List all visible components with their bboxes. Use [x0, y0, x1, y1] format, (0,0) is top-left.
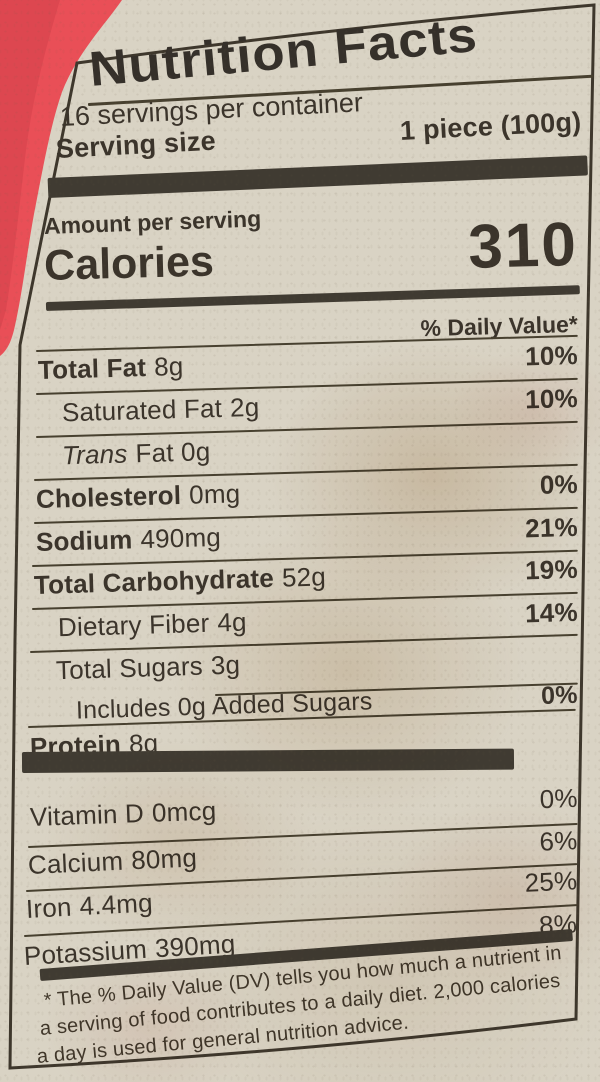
nutrient-amount: 8g — [153, 350, 184, 382]
calories-label: Calories — [43, 237, 215, 290]
nutrient-amount: 2g — [229, 391, 260, 423]
nutrient-name: Dietary Fiber — [57, 607, 210, 643]
nutrient-amount: 52g — [281, 561, 327, 593]
nutrient-dv: 25% — [523, 865, 579, 898]
nutrient-name: Includes 0g Added Sugars — [75, 687, 373, 725]
nutrient-dv: 14% — [524, 596, 579, 629]
separator-bar-calories — [45, 285, 580, 311]
calories-row: Calories 310 — [43, 210, 579, 290]
nutrient-amount: 80mg — [130, 842, 198, 876]
nutrient-name: Calcium — [27, 845, 124, 880]
nutrient-name: Trans — [61, 438, 128, 471]
nutrient-amount: 4g — [216, 606, 248, 638]
nutrient-dv: 21% — [524, 511, 579, 544]
nutrient-name: Total Sugars — [55, 650, 204, 686]
nutrient-dv: 19% — [524, 553, 579, 586]
nutrient-dv: 0% — [539, 782, 579, 815]
nutrient-amount: 4.4mg — [78, 887, 154, 922]
nutrient-amount: 0mg — [188, 478, 241, 510]
nutrient-dv: 0% — [540, 680, 579, 710]
nutrient-name: Total Carbohydrate — [33, 562, 275, 600]
nutrient-name: Vitamin D — [29, 798, 145, 832]
serving-size-value: 1 piece (100g) — [399, 106, 583, 146]
nutrient-amount — [380, 687, 381, 715]
nutrient-dv: 10% — [524, 382, 579, 415]
nutrient-name: Saturated Fat — [61, 392, 223, 428]
serving-size-label: Serving size — [55, 125, 217, 164]
nutrient-dv: 0% — [539, 468, 579, 500]
nutrient-dv: 6% — [538, 825, 579, 857]
nutrient-amount: 0mcg — [151, 795, 217, 828]
nutrient-name: Sodium — [35, 524, 133, 557]
nutrient-amount: 3g — [210, 649, 241, 681]
calories-value: 310 — [467, 210, 579, 282]
separator-bar-thick-protein — [21, 748, 515, 773]
nutrient-name: Total Fat — [37, 351, 147, 385]
nutrient-row-total-sugars: Total Sugars 3g — [31, 638, 578, 688]
nutrient-amount: Fat 0g — [135, 436, 211, 469]
nutrient-amount: 490mg — [140, 521, 222, 555]
nutrient-dv: 10% — [524, 339, 579, 372]
nutrient-name: Cholesterol — [35, 479, 182, 514]
nutrient-name: Iron — [25, 891, 73, 924]
